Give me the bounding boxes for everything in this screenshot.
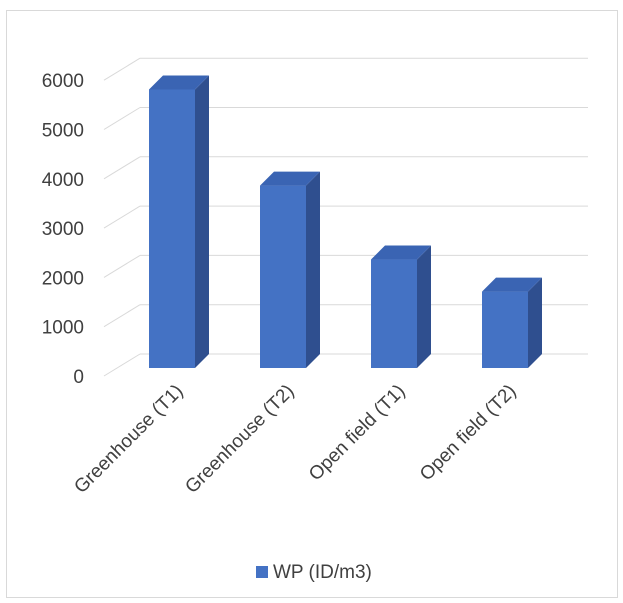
- x-tick-label: Greenhouse (T1): [70, 381, 187, 498]
- bar: [482, 277, 542, 368]
- bar-top: [149, 75, 209, 90]
- gridline-side: [103, 254, 141, 278]
- gridline-side: [103, 353, 141, 377]
- bar: [260, 171, 320, 368]
- bar-top: [371, 245, 431, 260]
- bar-front: [371, 259, 417, 368]
- bar-top: [482, 277, 542, 292]
- bar-side: [528, 277, 542, 368]
- bars: [149, 75, 542, 368]
- x-axis: Greenhouse (T1)Greenhouse (T2) Open field…: [70, 381, 520, 498]
- gridline-side: [103, 205, 141, 229]
- y-tick-label: 2000: [42, 268, 84, 289]
- y-tick-label: 5000: [42, 121, 84, 142]
- gridline-side: [103, 57, 141, 81]
- bar-side: [195, 75, 209, 368]
- bar-side: [417, 245, 431, 368]
- bar: [371, 245, 431, 368]
- y-axis: 0 1000 2000 3000 4000 5000 6000: [42, 71, 84, 388]
- x-tick-label: Open field (T1): [305, 381, 409, 485]
- bar-top: [260, 171, 320, 186]
- legend-swatch: [256, 566, 268, 578]
- y-tick-label: 6000: [42, 71, 84, 92]
- y-tick-label: 0: [73, 367, 84, 388]
- gridline-side: [103, 156, 141, 180]
- bar-front: [260, 185, 306, 368]
- x-tick-label: Open field (T2): [416, 381, 520, 485]
- bar: [149, 75, 209, 368]
- y-tick-label: 3000: [42, 219, 84, 240]
- bar-side: [306, 171, 320, 368]
- gridline-side: [103, 107, 141, 130]
- legend: WP (ID/m3): [256, 562, 372, 583]
- legend-label: WP (ID/m3): [273, 562, 372, 583]
- bar-front: [482, 291, 528, 368]
- x-tick-label: Greenhouse (T2): [181, 381, 298, 498]
- bar-front: [149, 89, 195, 368]
- y-tick-label: 4000: [42, 170, 84, 191]
- gridline-side: [103, 304, 141, 328]
- y-tick-label: 1000: [42, 318, 84, 339]
